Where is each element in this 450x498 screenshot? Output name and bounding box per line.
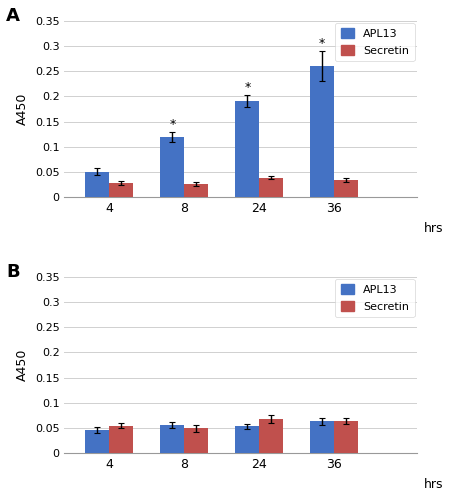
- Bar: [184, 184, 208, 197]
- Bar: [160, 425, 184, 453]
- Legend: APL13, Secretin: APL13, Secretin: [335, 279, 414, 317]
- Bar: [109, 426, 133, 453]
- Bar: [184, 428, 208, 453]
- Bar: [310, 66, 334, 197]
- Text: *: *: [169, 118, 176, 130]
- Text: B: B: [6, 263, 20, 281]
- Y-axis label: A450: A450: [16, 93, 29, 125]
- Text: *: *: [319, 36, 325, 50]
- Bar: [235, 102, 259, 197]
- Bar: [334, 421, 358, 453]
- Bar: [259, 178, 283, 197]
- Bar: [310, 421, 334, 453]
- Legend: APL13, Secretin: APL13, Secretin: [335, 23, 414, 61]
- Text: hrs: hrs: [423, 222, 443, 235]
- Bar: [259, 419, 283, 453]
- Bar: [334, 180, 358, 197]
- Text: *: *: [244, 81, 250, 94]
- Y-axis label: A450: A450: [16, 349, 29, 381]
- Text: hrs: hrs: [423, 478, 443, 491]
- Bar: [86, 172, 109, 197]
- Bar: [109, 183, 133, 197]
- Bar: [235, 426, 259, 453]
- Bar: [86, 430, 109, 453]
- Bar: [160, 137, 184, 197]
- Text: A: A: [6, 7, 20, 25]
